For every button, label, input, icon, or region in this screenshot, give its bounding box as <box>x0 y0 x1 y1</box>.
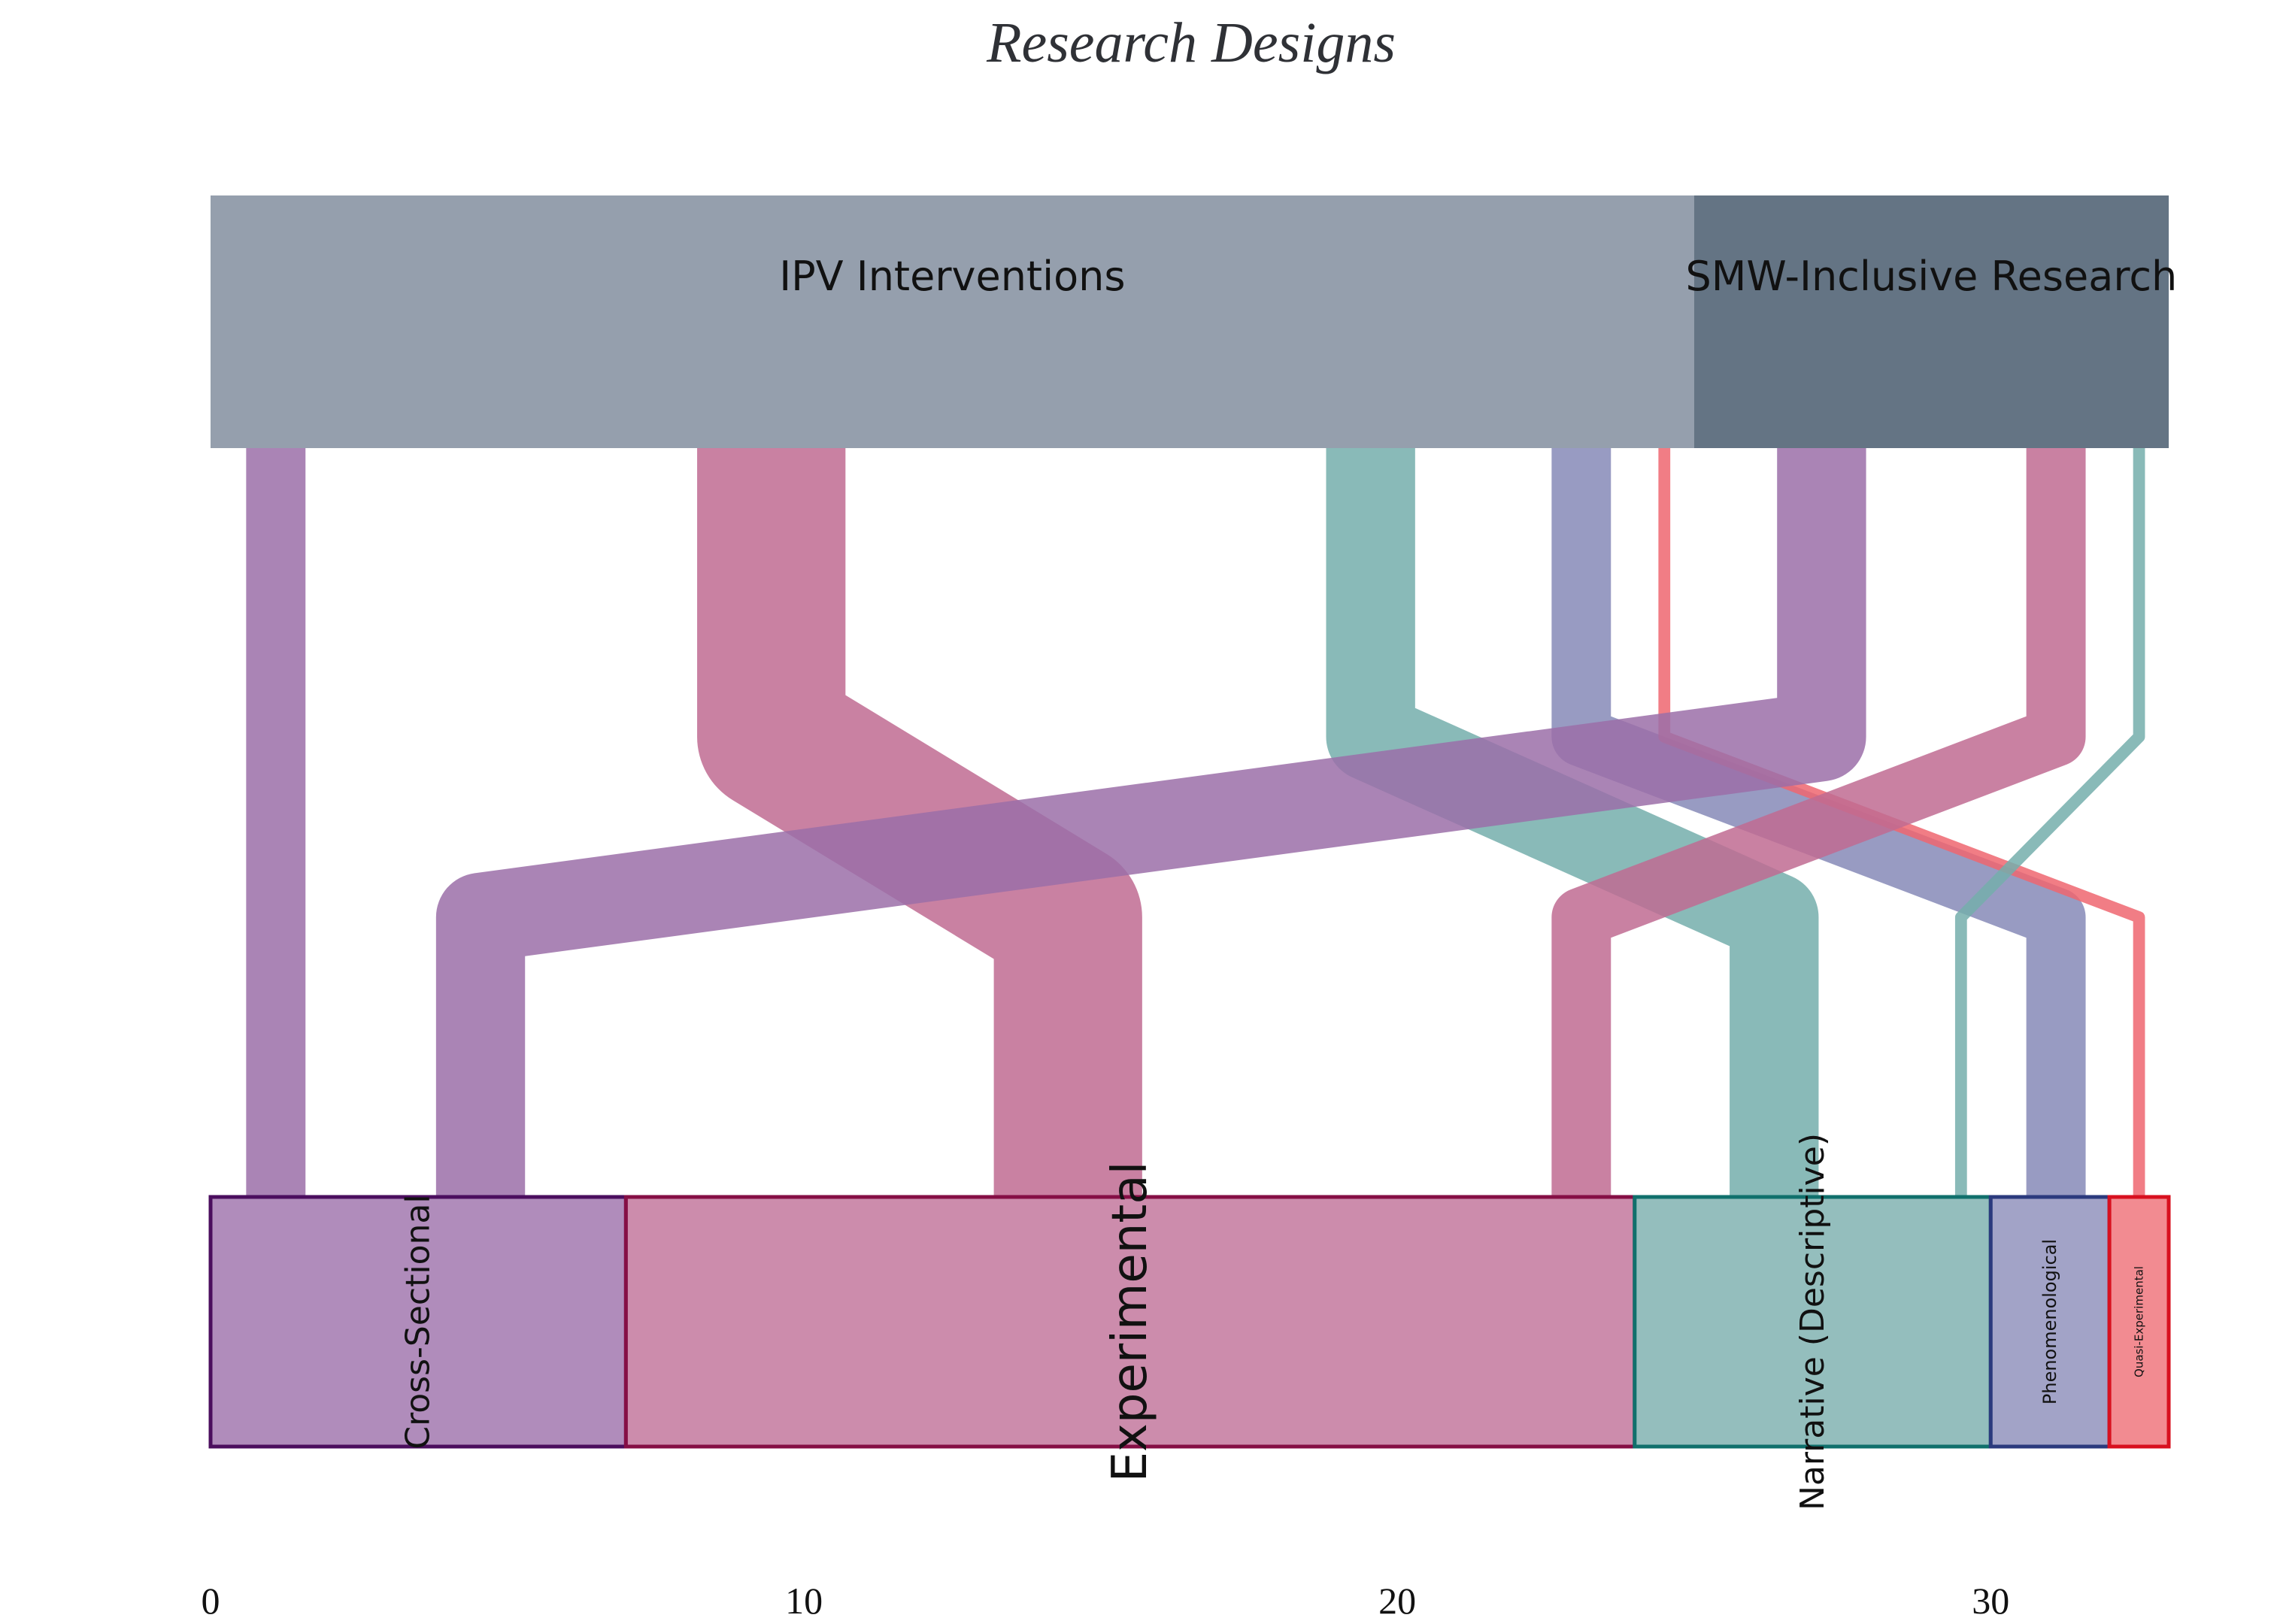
flow-smw-inclusive-research-to-narrative-descriptive <box>1954 448 2145 1197</box>
x-axis: 0 10 20 30 <box>202 1580 2010 1622</box>
bottom-node-label: Cross-Sectional <box>399 1194 438 1449</box>
top-node-label: SMW-Inclusive Research <box>1685 253 2177 300</box>
flow-smw-inclusive-research-to-experimental <box>1551 448 2086 1197</box>
bottom-node-label: Narrative (Descriptive) <box>1793 1133 1832 1510</box>
diagram-title: Research Designs <box>986 11 1396 74</box>
top-dimension: IPV Interventions SMW-Inclusive Research <box>211 195 2177 448</box>
flow-ribbons <box>246 448 2145 1197</box>
flow-ipv-interventions-to-narrative-descriptive <box>1326 448 1819 1197</box>
top-node-smw-inclusive-research <box>1693 195 2169 448</box>
bottom-node-label: Experimental <box>1102 1162 1158 1483</box>
top-node-ipv-interventions <box>211 195 1694 448</box>
bottom-node-narrative-descriptive <box>1633 1195 1993 1449</box>
x-tick-label: 0 <box>202 1580 220 1622</box>
x-tick-label: 20 <box>1378 1580 1416 1622</box>
bottom-node-label: Phenomenological <box>2039 1239 2060 1404</box>
flow-smw-inclusive-research-to-cross-sectional <box>435 448 1866 1197</box>
bottom-node-cross-sectional <box>208 1195 628 1449</box>
x-tick-label: 30 <box>1972 1580 2009 1622</box>
bottom-node-experimental <box>623 1195 1637 1449</box>
top-node-label: IPV Interventions <box>779 253 1125 300</box>
bottom-node-quasi-experimental <box>2107 1195 2171 1449</box>
bottom-node-label: Quasi-Experimental <box>2133 1266 2146 1377</box>
bottom-dimension: Cross-Sectional Experimental Narrative (De… <box>208 1133 2171 1510</box>
x-tick-label: 10 <box>785 1580 823 1622</box>
